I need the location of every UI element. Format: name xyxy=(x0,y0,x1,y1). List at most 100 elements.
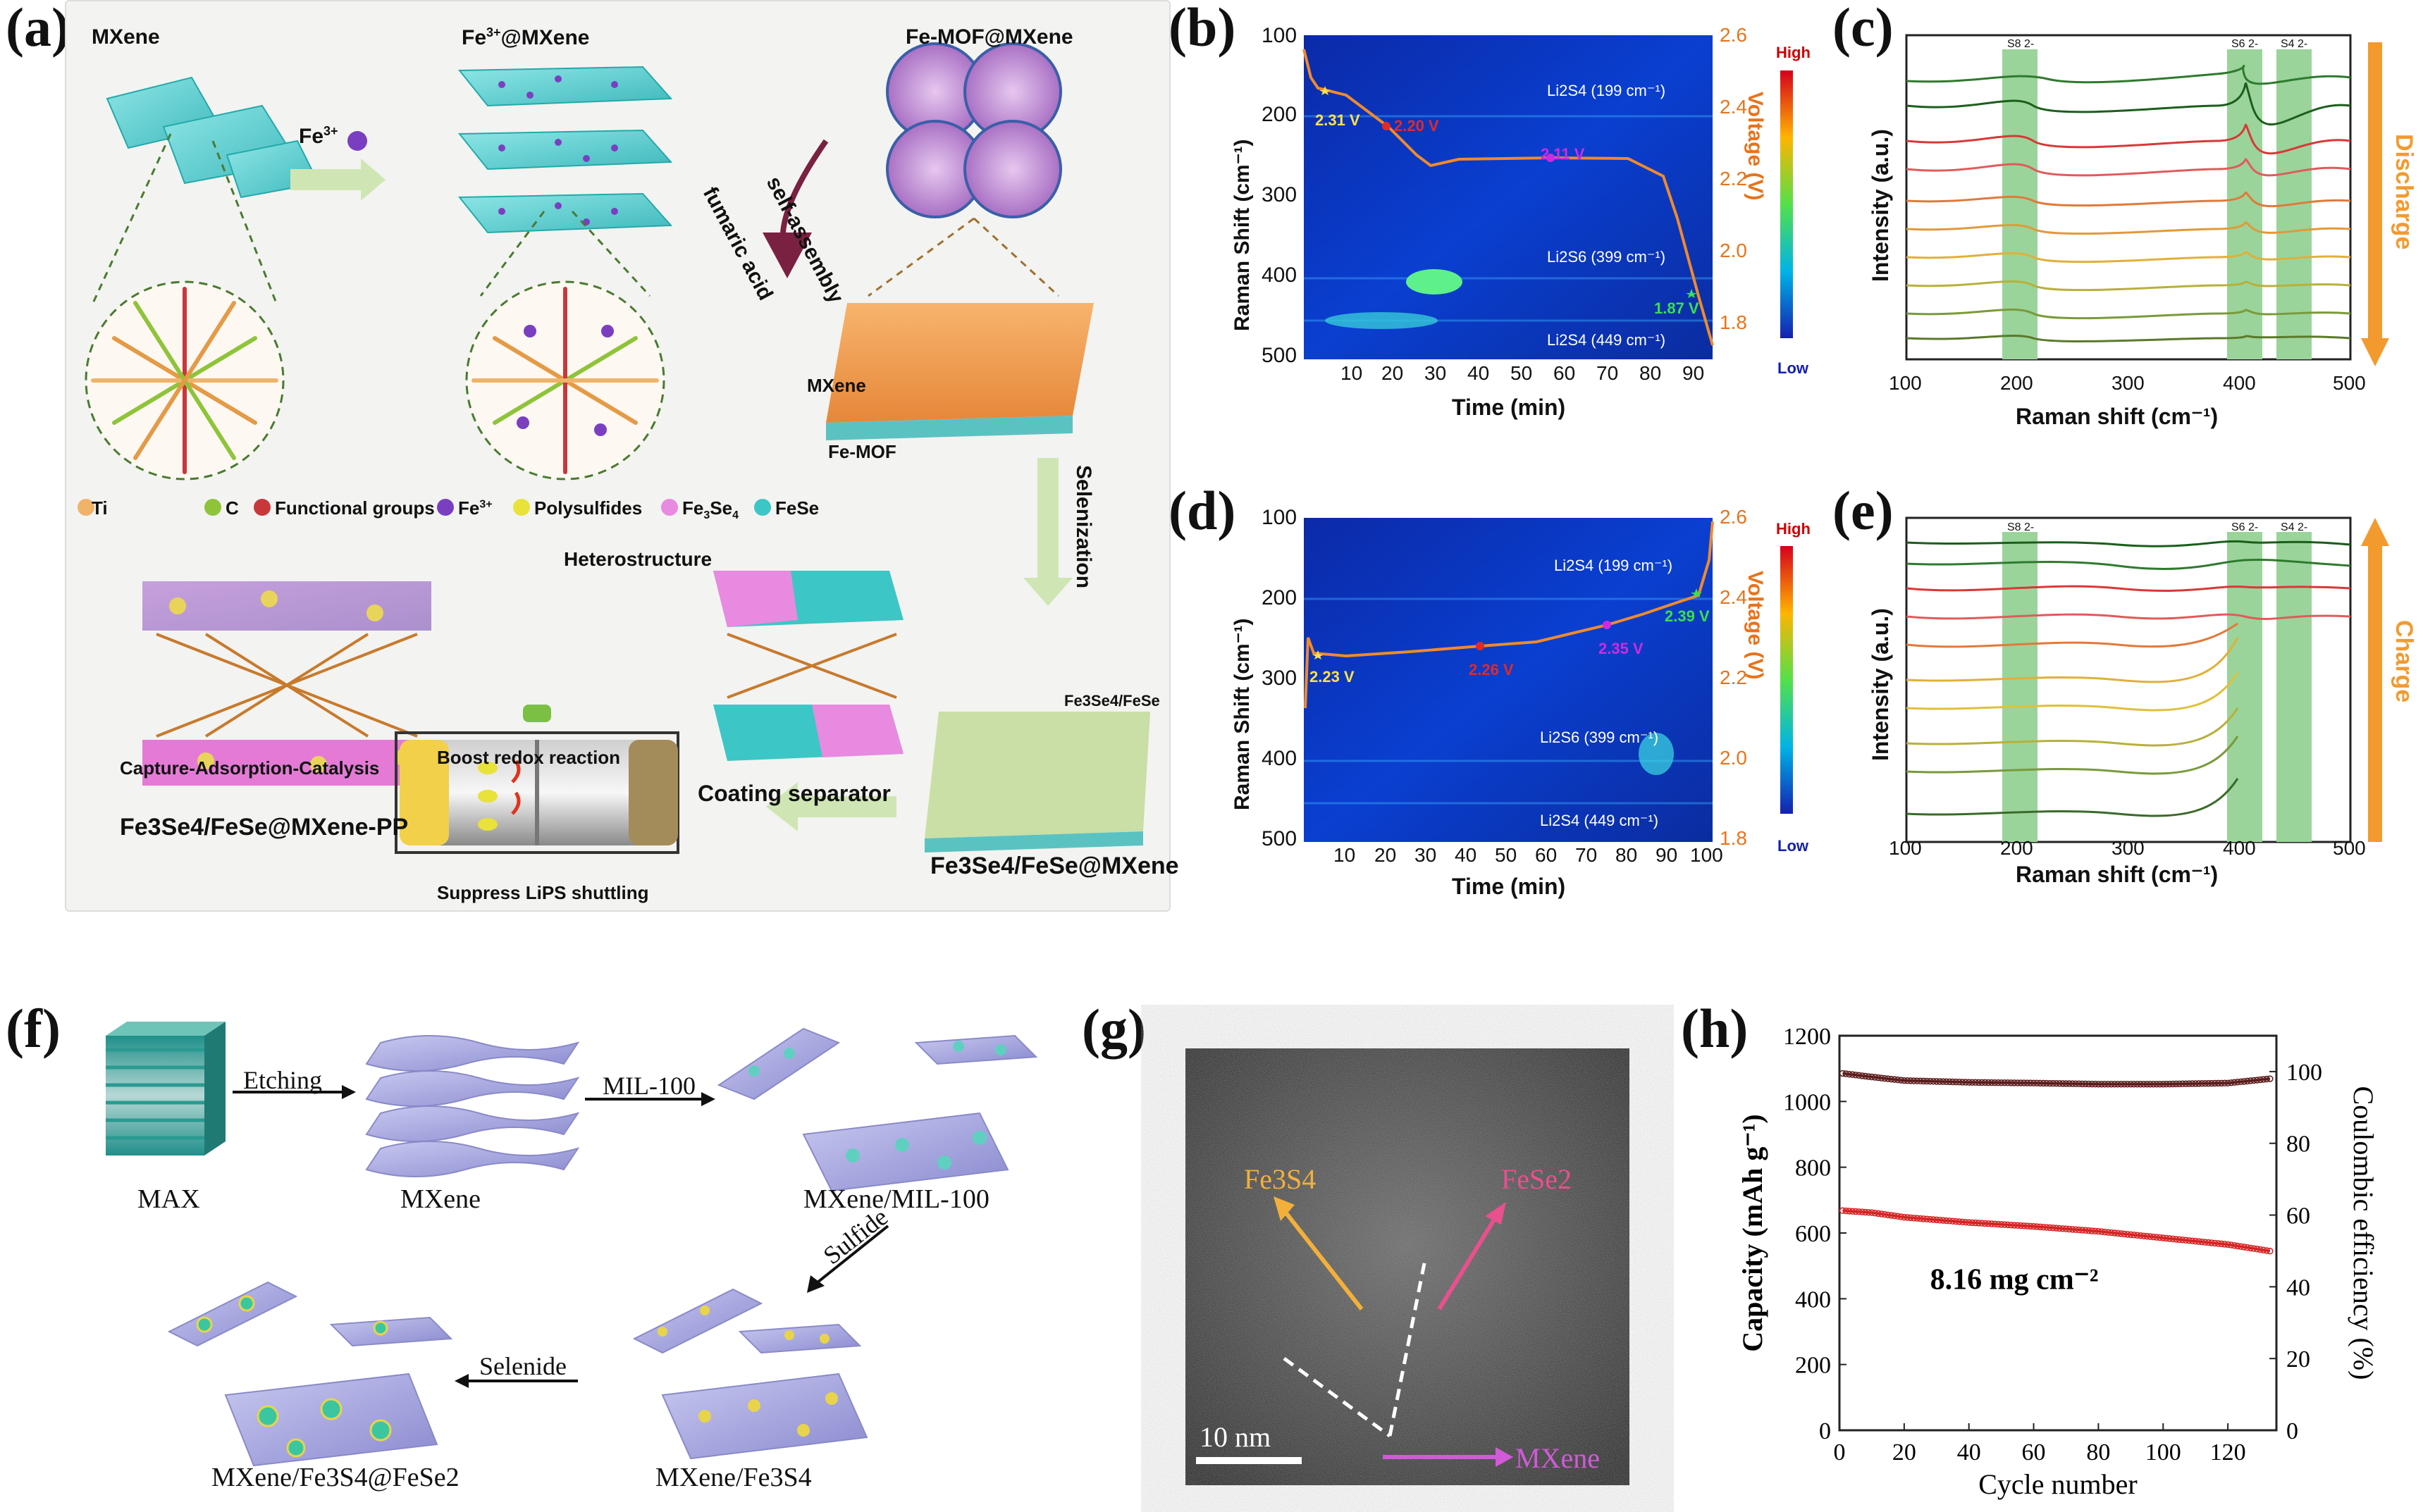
b-xtick: 70 xyxy=(1596,362,1619,384)
panel-b-heatmap xyxy=(1302,35,1714,359)
h-capacity-point xyxy=(2033,1223,2040,1230)
h-ce-point xyxy=(1981,1079,1989,1086)
b-ylabel: Raman Shift (cm⁻¹) xyxy=(1231,139,1254,331)
h-ce-point xyxy=(2211,1079,2219,1087)
d-y2tick: 2.4 xyxy=(1720,586,1747,608)
legend-fe3: Fe3+ xyxy=(458,497,493,519)
h-ce-point xyxy=(1917,1077,1924,1085)
h-capacity-point xyxy=(2147,1233,2154,1240)
h-ce-point xyxy=(2114,1080,2121,1088)
h-capacity-point xyxy=(2059,1225,2066,1232)
h-ce-point xyxy=(2133,1080,2141,1088)
h-ce-point xyxy=(1920,1077,1928,1085)
h-ce-point xyxy=(2185,1080,2193,1087)
h-ce-point xyxy=(1881,1074,1889,1082)
h-y2tick-label: 0 xyxy=(2286,1418,2298,1444)
h-capacity-point xyxy=(2027,1222,2034,1230)
h-capacity-point xyxy=(2192,1237,2199,1245)
g-fe3s4-arrow xyxy=(1274,1196,1364,1310)
h-ce-point xyxy=(2198,1080,2206,1087)
h-ce-point xyxy=(1949,1078,1956,1086)
h-capacity-point xyxy=(1849,1208,1856,1215)
h-xtick-label: 40 xyxy=(1957,1439,1981,1465)
a-capture-label: Capture-Adsorption-Catalysis xyxy=(120,757,380,779)
h-ce-point xyxy=(2095,1080,2102,1088)
e-band-s4 xyxy=(2276,532,2312,842)
h-ce-point xyxy=(2140,1080,2147,1088)
b-xtick: 90 xyxy=(1682,362,1705,384)
h-ce-point xyxy=(2076,1080,2083,1088)
d-xtick: 10 xyxy=(1333,844,1356,866)
h-ce-point xyxy=(1885,1075,1892,1082)
h-capacity-point xyxy=(2052,1225,2060,1232)
a-coating-label: Coating separator xyxy=(698,781,891,806)
h-ce-point xyxy=(1985,1079,1992,1086)
e-ylabel: Intensity (a.u.) xyxy=(1868,608,1893,761)
h-capacity-point xyxy=(2156,1234,2164,1241)
h-ce-point xyxy=(1842,1070,1849,1077)
a-mxene-small-label: MXene xyxy=(807,375,866,396)
h-capacity-point xyxy=(2104,1229,2111,1236)
h-y2tick-label: 20 xyxy=(2286,1346,2310,1372)
e-charge-arrow xyxy=(2361,518,2389,842)
h-ce-point xyxy=(1852,1071,1859,1079)
d-cbar-low: Low xyxy=(1777,837,1808,855)
h-ce-point xyxy=(2001,1079,2008,1086)
h-capacity-point xyxy=(1940,1217,1947,1224)
h-capacity-point xyxy=(1917,1215,1924,1222)
e-xtick: 300 xyxy=(2111,837,2145,859)
b-ytick: 300 xyxy=(1262,183,1297,206)
etching-arrow xyxy=(233,1085,356,1099)
b-xtick: 50 xyxy=(1510,362,1533,384)
h-capacity-point xyxy=(1885,1211,1892,1219)
e-xlabel: Raman shift (cm⁻¹) xyxy=(2016,862,2219,887)
h-ce-point xyxy=(1991,1079,1999,1086)
h-capacity-point xyxy=(2211,1239,2219,1247)
h-ce-point xyxy=(2156,1080,2164,1088)
b-xtick: 60 xyxy=(1553,362,1576,384)
panel-label-g: (g) xyxy=(1082,998,1146,1059)
c-band-label: S8 2- xyxy=(2007,38,2035,50)
panel-d-heatmap xyxy=(1304,518,1714,842)
b-xtick: 40 xyxy=(1467,362,1490,384)
h-y2tick-label: 40 xyxy=(2286,1275,2310,1301)
b-y2tick: 2.6 xyxy=(1720,24,1747,46)
h-capacity-point xyxy=(1913,1215,1920,1222)
h-capacity-point xyxy=(1842,1207,1849,1215)
h-ce-point xyxy=(2049,1079,2057,1087)
h-capacity-point xyxy=(1978,1220,1985,1227)
d-xtick: 60 xyxy=(1535,844,1558,866)
h-capacity-point xyxy=(2004,1221,2011,1229)
h-capacity-point xyxy=(2092,1227,2099,1235)
h-ce-point xyxy=(1988,1079,1995,1086)
coated-separator-icon xyxy=(925,712,1150,853)
h-ce-point xyxy=(1940,1078,1947,1085)
h-ce-point xyxy=(2267,1075,2274,1082)
h-ce-point xyxy=(2030,1079,2037,1086)
h-ce-point xyxy=(2231,1079,2238,1086)
h-ce-point xyxy=(1923,1077,1930,1085)
h-capacity-point xyxy=(1901,1213,1908,1221)
h-ce-point xyxy=(2195,1080,2202,1087)
g-fe3s4-label: Fe3S4 xyxy=(1244,1163,1317,1195)
d-y2tick: 2.2 xyxy=(1720,667,1747,688)
h-capacity-point xyxy=(2117,1230,2125,1237)
h-ce-point xyxy=(1875,1074,1882,1082)
f-mxene-fe3s4-fese2-label: MXene/Fe3S4@FeSe2 xyxy=(211,1463,460,1492)
h-ytick-label: 1000 xyxy=(1783,1089,1831,1115)
c-xlabel: Raman shift (cm⁻¹) xyxy=(2016,404,2219,429)
h-capacity-point xyxy=(1962,1218,1969,1226)
h-capacity-point xyxy=(2247,1244,2255,1252)
h-ce-point xyxy=(1846,1070,1853,1078)
d-y2tick: 2.0 xyxy=(1720,747,1747,769)
a-fe3se4-fese-small-label: Fe3Se4/FeSe xyxy=(1064,692,1160,709)
d-point-label: 2.26 V xyxy=(1469,661,1514,678)
h-capacity-point xyxy=(2143,1232,2151,1240)
e-xtick: 200 xyxy=(2000,837,2033,859)
h-ce-point xyxy=(2123,1080,2131,1088)
h-ce-point xyxy=(2046,1079,2054,1087)
h-capacity-point xyxy=(1881,1210,1889,1218)
a-selenization-label: Selenization xyxy=(1072,465,1095,589)
mxene-zoom-circle xyxy=(85,133,285,481)
h-ce-point xyxy=(1891,1076,1898,1083)
